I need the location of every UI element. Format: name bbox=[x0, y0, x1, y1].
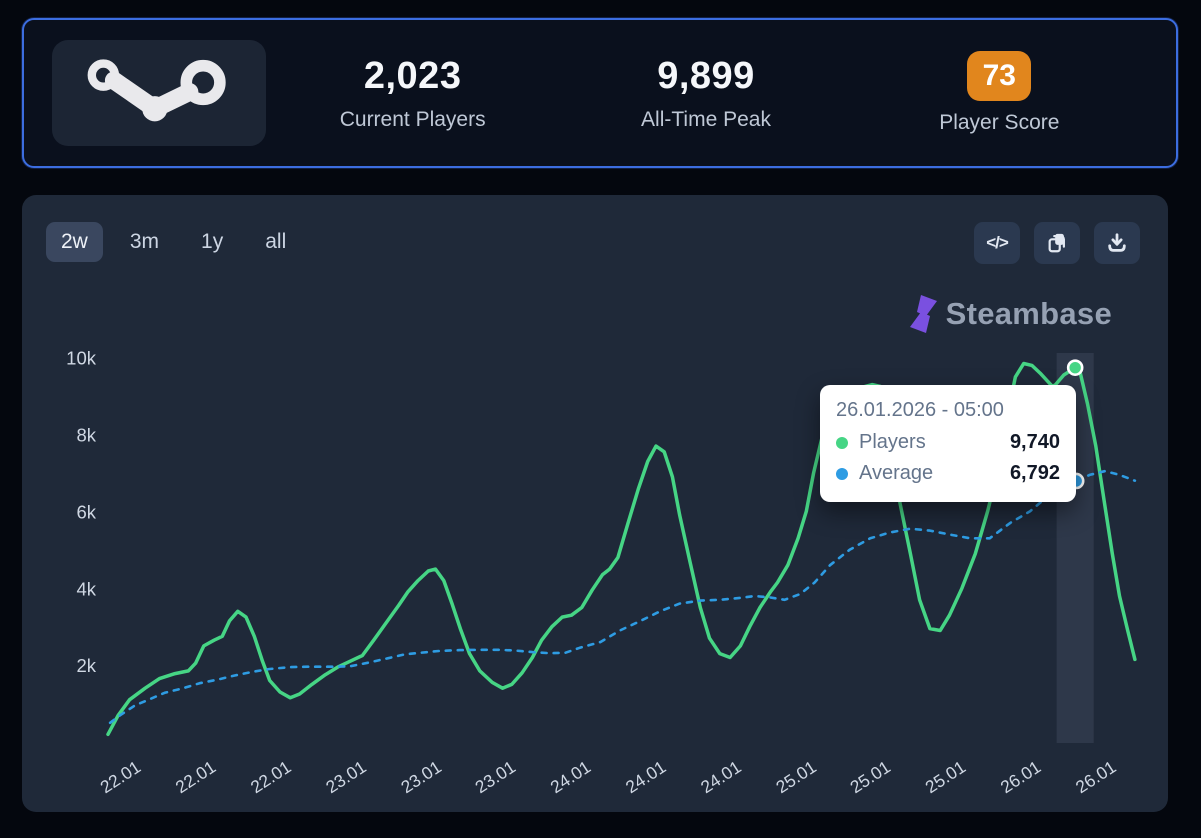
range-1y[interactable]: 1y bbox=[186, 222, 238, 262]
x-tick-label: 23.01 bbox=[397, 757, 445, 798]
player-count-chart[interactable]: 2k 4k 6k 8k 10k 22.01 22.01 22.01 23.01 23.01 23.0… bbox=[62, 345, 1168, 807]
x-tick-label: 24.01 bbox=[622, 757, 670, 798]
tooltip-date: 26.01.2026 - 05:00 bbox=[836, 399, 1004, 421]
player-score-label: Player Score bbox=[939, 111, 1060, 134]
y-tick-label: 4k bbox=[76, 578, 96, 599]
range-2w[interactable]: 2w bbox=[46, 222, 103, 262]
x-tick-label: 24.01 bbox=[697, 757, 745, 798]
time-range-selector: 2w 3m 1y all bbox=[46, 222, 301, 262]
steam-logo-icon bbox=[87, 59, 226, 122]
stat-player-score: 73 Player Score bbox=[853, 51, 1146, 135]
y-tick-label: 2k bbox=[76, 655, 96, 676]
download-button[interactable] bbox=[1094, 222, 1140, 264]
x-tick-label: 22.01 bbox=[172, 757, 220, 798]
y-tick-label: 8k bbox=[76, 425, 96, 446]
x-tick-label: 23.01 bbox=[322, 757, 370, 798]
current-players-value: 2,023 bbox=[363, 54, 462, 97]
players-value: 9,740 bbox=[1009, 431, 1060, 453]
chart-panel: 2w 3m 1y all </> bbox=[22, 195, 1168, 812]
average-line bbox=[108, 469, 1137, 725]
code-icon: </> bbox=[986, 233, 1009, 252]
x-tick-label: 22.01 bbox=[97, 757, 145, 798]
steambase-watermark: Steambase bbox=[909, 295, 1112, 333]
embed-code-button[interactable]: </> bbox=[974, 222, 1020, 264]
x-tick-label: 22.01 bbox=[247, 757, 295, 798]
x-tick-label: 25.01 bbox=[772, 757, 820, 798]
x-tick-label: 25.01 bbox=[846, 757, 894, 798]
copy-icon bbox=[1048, 233, 1065, 253]
x-tick-label: 23.01 bbox=[471, 757, 519, 798]
x-tick-label: 24.01 bbox=[547, 757, 595, 798]
average-legend-dot bbox=[836, 467, 848, 480]
download-icon bbox=[1108, 233, 1126, 252]
all-time-peak-label: All-Time Peak bbox=[641, 107, 771, 131]
x-tick-label: 26.01 bbox=[997, 757, 1045, 798]
tooltip-players-row: Players 9,740 bbox=[836, 431, 1060, 454]
stats-bar: 2,023 Current Players 9,899 All-Time Pea… bbox=[22, 18, 1178, 168]
tooltip-average-row: Average 6,792 bbox=[836, 462, 1060, 485]
x-tick-label: 26.01 bbox=[1072, 757, 1120, 798]
x-tick-label: 25.01 bbox=[922, 757, 970, 798]
average-legend-label: Average bbox=[859, 462, 934, 484]
y-tick-label: 6k bbox=[76, 501, 96, 522]
range-3m[interactable]: 3m bbox=[115, 222, 174, 262]
y-tick-label: 10k bbox=[66, 348, 97, 369]
player-score-badge: 73 bbox=[967, 51, 1032, 101]
stat-current-players: 2,023 Current Players bbox=[266, 55, 559, 132]
chart-actions: </> bbox=[974, 222, 1140, 264]
players-legend-label: Players bbox=[859, 431, 926, 453]
players-legend-dot bbox=[836, 436, 848, 449]
steambase-logo-text: Steambase bbox=[945, 296, 1112, 331]
current-players-label: Current Players bbox=[339, 107, 486, 131]
steambase-logo-icon bbox=[909, 295, 937, 333]
stat-all-time-peak: 9,899 All-Time Peak bbox=[559, 55, 852, 132]
copy-button[interactable] bbox=[1034, 222, 1080, 264]
chart-tooltip: 26.01.2026 - 05:00 Players 9,740 Average… bbox=[820, 385, 1076, 502]
average-value: 6,792 bbox=[1009, 462, 1060, 484]
steam-logo-tile bbox=[52, 40, 266, 146]
range-all[interactable]: all bbox=[250, 222, 301, 262]
players-marker bbox=[1066, 359, 1084, 376]
all-time-peak-value: 9,899 bbox=[657, 54, 755, 97]
